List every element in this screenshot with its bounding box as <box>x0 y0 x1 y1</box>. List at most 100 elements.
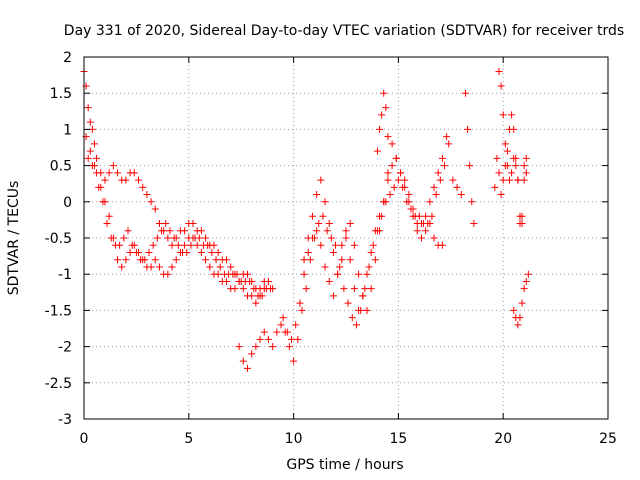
data-point <box>449 176 457 184</box>
data-point <box>470 220 478 228</box>
data-point <box>231 285 239 293</box>
data-point <box>499 111 507 119</box>
data-point <box>252 343 260 351</box>
data-point <box>235 343 243 351</box>
data-point <box>86 147 94 155</box>
data-point <box>313 191 321 199</box>
data-point <box>170 234 178 242</box>
data-point <box>505 176 513 184</box>
data-point <box>151 256 159 264</box>
x-tick-labels: 0 5 10 15 20 25 <box>80 431 617 447</box>
data-point <box>202 234 210 242</box>
data-point <box>369 241 377 249</box>
data-point <box>109 234 117 242</box>
data-point <box>321 263 329 271</box>
data-point <box>109 162 117 170</box>
data-point <box>250 285 258 293</box>
data-point <box>105 169 113 177</box>
data-point <box>158 227 166 235</box>
data-point <box>130 169 138 177</box>
data-point <box>422 212 430 220</box>
series-trace-h <box>491 111 530 228</box>
data-point <box>248 292 256 300</box>
data-point <box>317 176 325 184</box>
data-point <box>105 212 113 220</box>
data-point <box>243 364 251 372</box>
data-point <box>172 256 180 264</box>
data-point <box>273 328 281 336</box>
series-trace-e <box>279 154 446 343</box>
data-point <box>315 220 323 228</box>
data-point <box>384 133 392 141</box>
data-point <box>363 306 371 314</box>
data-point <box>520 162 528 170</box>
data-point <box>344 299 352 307</box>
data-point <box>376 212 384 220</box>
data-point <box>317 241 325 249</box>
data-point <box>501 162 509 170</box>
y-tick-label: 0.5 <box>50 159 72 175</box>
data-point <box>491 183 499 191</box>
data-point <box>401 176 409 184</box>
y-tick-label: 1.5 <box>50 86 72 102</box>
data-point <box>466 162 474 170</box>
y-tick-label: 0 <box>63 195 72 211</box>
data-point <box>214 270 222 278</box>
data-point <box>260 285 268 293</box>
data-point <box>340 285 348 293</box>
y-tick-label: 2 <box>63 50 72 66</box>
data-point <box>346 220 354 228</box>
data-point <box>445 140 453 148</box>
data-point <box>130 241 138 249</box>
x-axis-label: GPS time / hours <box>286 457 403 473</box>
data-point <box>164 270 172 278</box>
data-point <box>426 220 434 228</box>
data-point <box>227 263 235 271</box>
data-point <box>101 198 109 206</box>
series-trace-g <box>461 67 530 228</box>
data-point <box>325 220 333 228</box>
x-tick-label: 15 <box>389 431 407 447</box>
data-point <box>380 198 388 206</box>
data-point <box>365 263 373 271</box>
data-point <box>501 140 509 148</box>
data-point <box>174 241 182 249</box>
data-point <box>304 234 312 242</box>
data-point <box>176 248 184 256</box>
data-point <box>149 241 157 249</box>
series-trace-f <box>300 133 451 314</box>
data-point <box>430 234 438 242</box>
y-tick-label: -1.5 <box>45 303 72 319</box>
data-point <box>413 227 421 235</box>
y-tick-label: -2.5 <box>45 376 72 392</box>
data-point <box>516 314 524 322</box>
data-point <box>405 191 413 199</box>
data-point <box>520 285 528 293</box>
data-point <box>415 212 423 220</box>
data-point <box>522 154 530 162</box>
data-point <box>522 169 530 177</box>
data-point <box>153 234 161 242</box>
data-point <box>86 118 94 126</box>
data-point <box>497 191 505 199</box>
data-point <box>392 154 400 162</box>
data-point <box>373 147 381 155</box>
data-point <box>436 176 444 184</box>
data-point <box>514 176 522 184</box>
data-point <box>97 183 105 191</box>
data-point <box>443 133 451 141</box>
data-point <box>212 256 220 264</box>
data-point <box>214 248 222 256</box>
data-point <box>497 82 505 90</box>
data-point <box>283 328 291 336</box>
y-tick-label: -3 <box>58 412 72 428</box>
data-point <box>367 285 375 293</box>
data-point <box>90 140 98 148</box>
data-point <box>342 234 350 242</box>
data-point <box>300 256 308 264</box>
data-point <box>308 212 316 220</box>
axis-ticks <box>83 56 609 420</box>
data-point <box>376 125 384 133</box>
data-point <box>508 111 516 119</box>
data-point <box>522 277 530 285</box>
